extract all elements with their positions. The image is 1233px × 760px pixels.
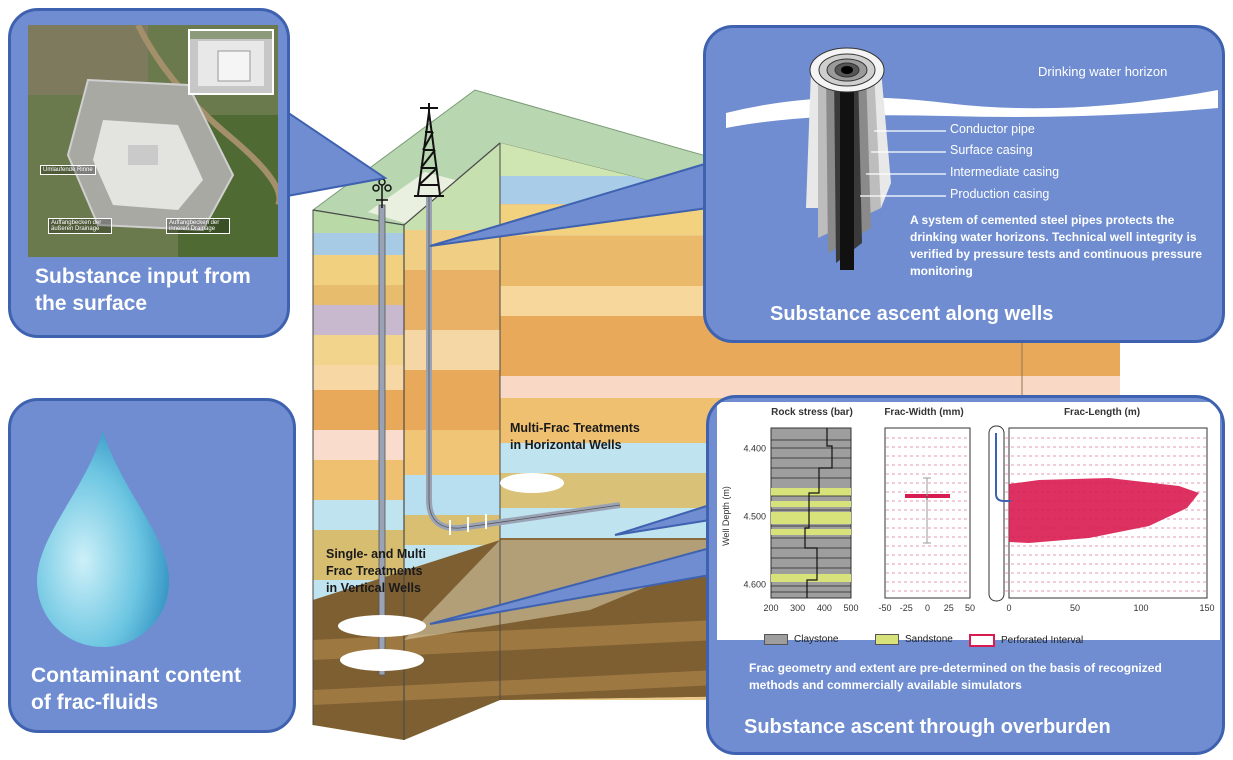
casing-diagram xyxy=(726,47,1218,270)
drinking-water-label: Drinking water horizon xyxy=(1038,64,1168,79)
y-axis-title: Well Depth (m) xyxy=(721,486,731,546)
frac-length-x-tick-0: 0 xyxy=(1006,603,1011,613)
casing-label-intermediate: Intermediate casing xyxy=(950,165,1060,179)
panel-wells-title: Substance ascent along wells xyxy=(770,303,1054,325)
panel-wells: Drinking water horizon Conductor pipe Su… xyxy=(703,25,1225,343)
photo-label-3: Auffangbecken der inneren Drainage xyxy=(166,218,230,234)
legend-sandstone: Sandstone xyxy=(875,634,953,645)
y-tick-label-1: 4.500 xyxy=(743,511,766,521)
frac-width-x-tick-3: 25 xyxy=(944,603,954,613)
panel-fluids-title: Contaminant content of frac-fluids xyxy=(31,664,241,714)
casing-label-conductor: Conductor pipe xyxy=(950,122,1035,136)
panel-surface-input: Umlaufende Rinne Auffangbecken der äußer… xyxy=(8,8,290,338)
y-axis-ticks: 4.400 4.500 4.600 xyxy=(743,443,766,589)
rock-stress-x-tick-1: 300 xyxy=(790,603,805,613)
legend-swatch-sandstone xyxy=(875,634,899,645)
frac-width-x-tick-1: -25 xyxy=(900,603,913,613)
casing-label-production: Production casing xyxy=(950,187,1050,201)
casing-label-surface: Surface casing xyxy=(950,143,1033,157)
rock-stress-x-tick-2: 400 xyxy=(817,603,832,613)
legend-claystone: Claystone xyxy=(764,634,838,645)
rock-stress-x-tick-3: 500 xyxy=(843,603,858,613)
legend-swatch-perforated xyxy=(969,634,995,647)
photo-label-1: Umlaufende Rinne xyxy=(40,165,96,175)
frac-width-x-tick-4: 50 xyxy=(965,603,975,613)
label-vertical-wells: Single- and Multi Frac Treatments in Ver… xyxy=(326,547,426,595)
frac-length-plot: 0 50 100 150 xyxy=(988,425,1215,613)
frac-length-x-tick-1: 50 xyxy=(1070,603,1080,613)
frac-ellipse-vertical-2 xyxy=(340,649,424,671)
panel-overburden: Rock stress (bar) Frac-Width (mm) Frac-L… xyxy=(706,395,1225,755)
label-horizontal-wells: Multi-Frac Treatments in Horizontal Well… xyxy=(510,421,640,452)
frac-width-x-ticks: -50 -25 0 25 50 xyxy=(878,603,975,613)
photo-label-2: Auffangbecken der äußeren Drainage xyxy=(48,218,112,234)
vertical-well xyxy=(378,204,386,676)
frac-ellipse-vertical-1 xyxy=(338,615,426,637)
frac-ellipse-horizontal xyxy=(500,473,564,493)
y-tick-label-0: 4.400 xyxy=(743,443,766,453)
panel-frac-fluids: Contaminant content of frac-fluids xyxy=(8,398,296,733)
legend-swatch-claystone xyxy=(764,634,788,645)
chart-title-frac-width: Frac-Width (mm) xyxy=(884,407,964,418)
frac-envelope xyxy=(1009,478,1199,543)
panel-surface-title: Substance input from the surface xyxy=(35,265,251,315)
photo-inset xyxy=(188,29,274,95)
rock-stress-x-ticks: 200 300 400 500 xyxy=(763,603,858,613)
frac-width-plot: -50 -25 0 25 50 xyxy=(878,427,975,613)
casing-stack xyxy=(806,47,891,270)
frac-width-x-tick-2: 0 xyxy=(925,603,930,613)
chart-title-rock-stress: Rock stress (bar) xyxy=(771,407,853,418)
droplet-icon xyxy=(37,431,169,647)
wells-description: A system of cemented steel pipes protect… xyxy=(910,213,1203,278)
drilling-rig-icon xyxy=(414,103,444,197)
horizontal-well xyxy=(426,195,621,535)
y-tick-label-2: 4.600 xyxy=(743,579,766,589)
chart-title-frac-length: Frac-Length (m) xyxy=(1063,407,1141,418)
rock-stress-plot: 200 300 400 500 xyxy=(763,427,859,613)
frac-width-x-tick-0: -50 xyxy=(878,603,891,613)
frac-simulation-chart: Well Depth (m) 4.400 4.500 4.600 200 300 400… xyxy=(721,425,1215,613)
aerial-photo: Umlaufende Rinne Auffangbecken der äußer… xyxy=(28,25,278,257)
rock-stress-x-tick-0: 200 xyxy=(763,603,778,613)
frac-length-x-tick-3: 150 xyxy=(1199,603,1214,613)
panel-overburden-title: Substance ascent through overburden xyxy=(744,716,1111,738)
frac-length-x-ticks: 0 50 100 150 xyxy=(1006,603,1214,613)
frac-length-x-tick-2: 100 xyxy=(1133,603,1148,613)
legend-perforated: Perforated Interval xyxy=(969,634,1083,647)
overburden-description: Frac geometry and extent are pre-determi… xyxy=(749,661,1162,692)
